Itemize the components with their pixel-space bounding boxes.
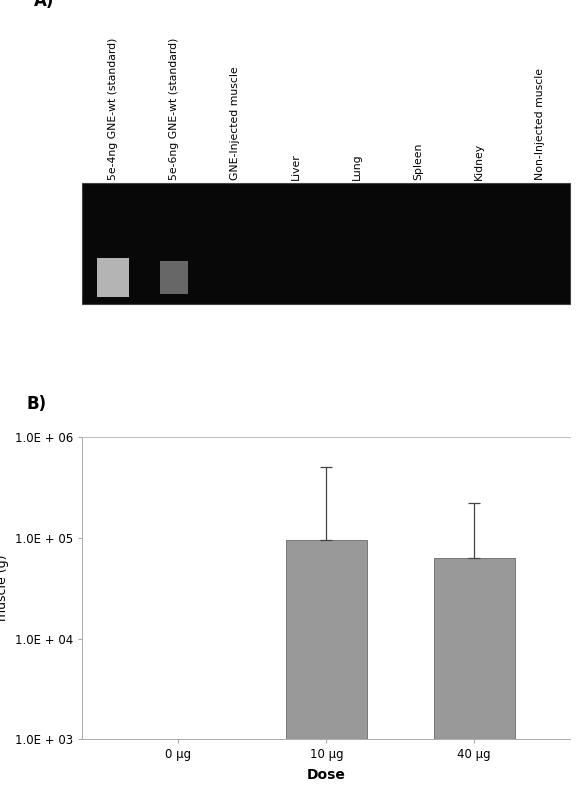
Text: Liver: Liver [291, 153, 301, 180]
Y-axis label: Avg rGNE mRNA (fg) per injected
muscle (g): Avg rGNE mRNA (fg) per injected muscle (… [0, 484, 9, 692]
Text: A): A) [34, 0, 54, 10]
Text: Kidney: Kidney [474, 143, 484, 180]
X-axis label: Dose: Dose [307, 768, 346, 782]
Bar [433, 558, 515, 739]
Bar [286, 541, 367, 739]
Text: B): B) [26, 394, 46, 413]
Text: GNE-Injected muscle: GNE-Injected muscle [230, 67, 240, 180]
Bar [82, 183, 570, 304]
Bar [160, 261, 188, 294]
Text: Lung: Lung [352, 153, 362, 180]
Text: 5e-4ng GNE-wt (standard): 5e-4ng GNE-wt (standard) [108, 37, 118, 180]
Text: Non-Injected muscle: Non-Injected muscle [535, 68, 545, 180]
Bar [97, 258, 129, 297]
Text: Spleen: Spleen [413, 143, 423, 180]
Text: 5e-6ng GNE-wt (standard): 5e-6ng GNE-wt (standard) [169, 37, 179, 180]
